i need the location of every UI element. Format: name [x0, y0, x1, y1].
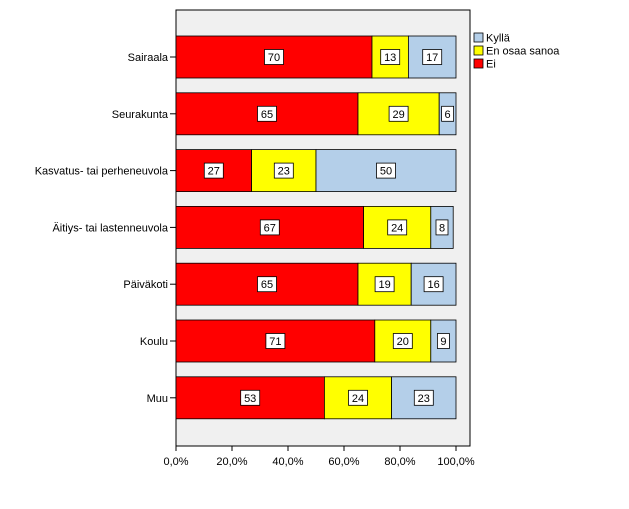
data-label-box — [435, 219, 449, 236]
category-label-sairaala: Sairaala — [128, 52, 169, 64]
data-label-ei-koulu: 71 — [269, 336, 281, 348]
data-label-box — [422, 49, 443, 65]
data-label-box — [436, 333, 450, 349]
data-label-en-osaa-sanoa-seurakunta: 29 — [392, 109, 404, 121]
data-label-box — [423, 276, 444, 293]
data-label-box — [388, 105, 409, 122]
x-tick-label: 40,0% — [272, 456, 303, 468]
data-label-box — [203, 162, 224, 179]
data-label-ei-muu: 53 — [244, 393, 256, 405]
x-axis: 0,0% 20,0% 40,0% 60,0% 80,0% 100,0% — [163, 446, 475, 468]
x-tick-label: 0,0% — [163, 456, 188, 468]
legend-swatch-kylla — [473, 32, 484, 43]
data-label-en-osaa-sanoa-paivakoti: 19 — [378, 279, 390, 291]
legend-label-en-osaa-sanoa: En osaa sanoa — [486, 46, 560, 58]
data-label-box — [392, 333, 413, 349]
data-label-box — [380, 49, 401, 65]
legend-label-ei: Ei — [486, 59, 496, 71]
data-label-kylla-muu: 23 — [418, 393, 430, 405]
data-label-ei-paivakoti: 65 — [261, 279, 273, 291]
data-label-box — [264, 49, 284, 65]
data-label-kylla-seurakunta: 6 — [445, 109, 451, 121]
category-labels: Sairaala Seurakunta Kasvatus- tai perheneu… — [35, 52, 176, 405]
bars-layer: 70 13 17 65 29 6 27 23 50 67 24 8 65 19 16 71 20 9 53 24 23 — [175, 35, 457, 420]
data-label-kylla-koulu: 9 — [440, 336, 446, 348]
data-label-box — [348, 389, 368, 406]
data-label-ei-sairaala: 70 — [268, 52, 280, 64]
data-label-box — [413, 389, 434, 406]
x-tick-label: 80,0% — [384, 456, 415, 468]
legend-label-kylla: Kyllä — [486, 33, 511, 45]
data-label-en-osaa-sanoa-muu: 24 — [352, 393, 364, 405]
data-label-kylla-paivakoti: 16 — [427, 279, 439, 291]
data-label-box — [387, 219, 408, 236]
data-label-en-osaa-sanoa-koulu: 20 — [397, 336, 409, 348]
category-label-koulu: Koulu — [140, 336, 168, 348]
data-label-ei-seurakunta: 65 — [261, 109, 273, 121]
x-tick-label: 20,0% — [216, 456, 247, 468]
category-label-kasvatus-tai-perheneuvola: Kasvatus- tai perheneuvola — [35, 166, 169, 178]
category-label-paivakoti: Päiväkoti — [123, 279, 168, 291]
category-label-muu: Muu — [147, 393, 168, 405]
category-label-seurakunta: Seurakunta — [112, 109, 169, 121]
data-label-kylla-aitiys-tai-lastenneuvola: 8 — [439, 222, 445, 234]
data-label-kylla-kasvatus-tai-perheneuvola: 50 — [380, 166, 392, 178]
data-label-box — [240, 389, 261, 406]
bar-segment-ei-seurakunta — [175, 92, 359, 136]
data-label-ei-kasvatus-tai-perheneuvola: 27 — [208, 166, 220, 178]
x-tick-label: 100,0% — [437, 456, 475, 468]
data-label-kylla-sairaala: 17 — [426, 52, 438, 64]
data-label-box — [374, 276, 395, 293]
data-label-ei-aitiys-tai-lastenneuvola: 67 — [264, 222, 276, 234]
data-label-box — [441, 105, 455, 122]
data-label-box — [257, 276, 277, 293]
legend-swatch-en-osaa-sanoa — [473, 45, 484, 56]
category-label-aitiys-tai-lastenneuvola: Äitiys- tai lastenneuvola — [52, 222, 168, 234]
data-label-box — [257, 105, 277, 122]
data-label-en-osaa-sanoa-kasvatus-tai-perheneuvola: 23 — [278, 166, 290, 178]
legend-swatch-ei — [473, 58, 484, 69]
data-label-en-osaa-sanoa-sairaala: 13 — [384, 52, 396, 64]
data-label-box — [259, 219, 280, 236]
data-label-box — [376, 162, 396, 179]
bar-segment-ei-muu — [175, 376, 325, 420]
data-label-en-osaa-sanoa-aitiys-tai-lastenneuvola: 24 — [391, 222, 403, 234]
data-label-box — [265, 333, 286, 349]
data-label-box — [273, 162, 294, 179]
x-tick-label: 60,0% — [328, 456, 359, 468]
